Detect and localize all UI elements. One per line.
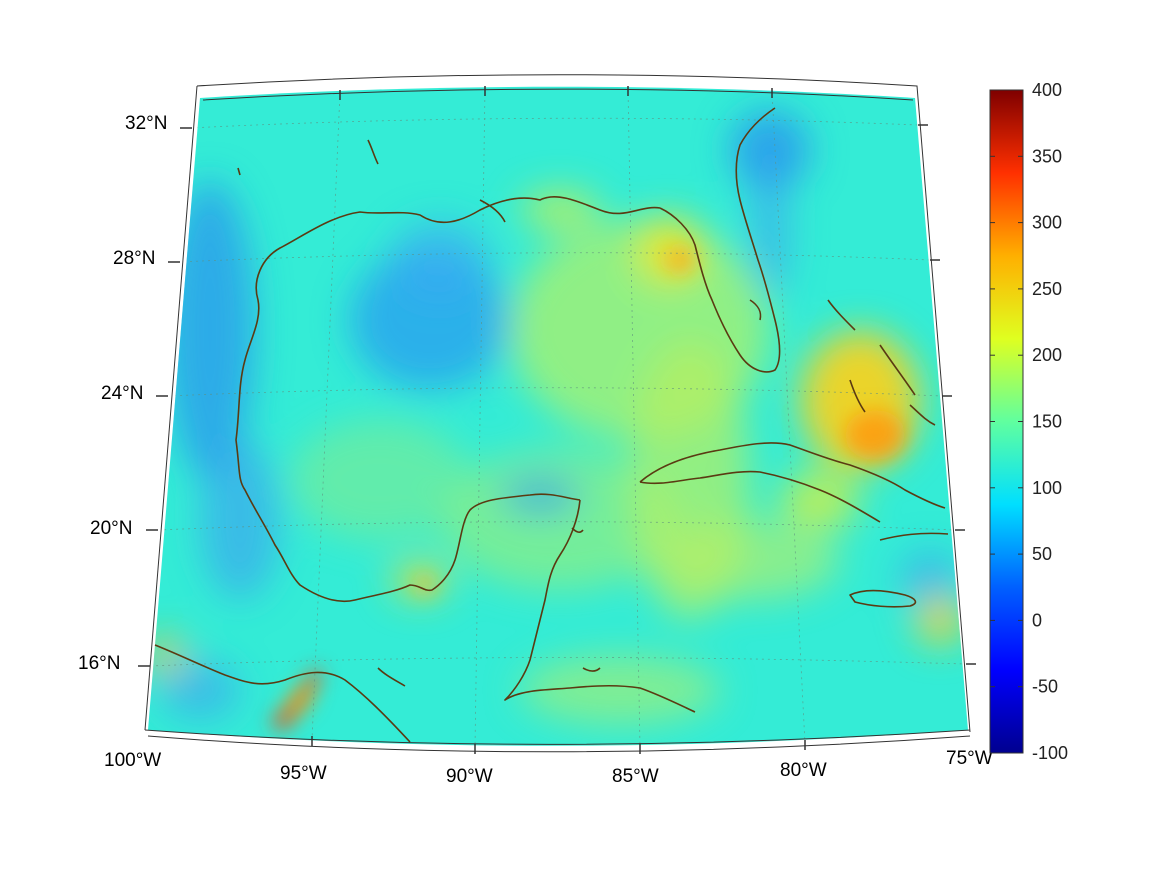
lon-labels: 100°W 95°W 90°W 85°W 80°W 75°W <box>104 748 993 787</box>
lon-label: 90°W <box>446 766 493 787</box>
colorbar-tick-label: 100 <box>1032 478 1062 498</box>
lat-label: 32°N <box>125 113 167 134</box>
colorbar-tick-label: 200 <box>1032 345 1062 365</box>
colorbar-tick-label: -50 <box>1032 677 1058 697</box>
frame-ticks <box>138 86 976 754</box>
data-field <box>148 86 968 746</box>
coastlines <box>154 107 949 743</box>
colorbar-tick-label: 0 <box>1032 610 1042 630</box>
map-frame <box>144 74 971 753</box>
lon-label: 80°W <box>780 760 827 781</box>
graticule <box>149 87 967 746</box>
lon-label: 85°W <box>612 766 659 787</box>
lon-label: 100°W <box>104 750 161 771</box>
colorbar-gradient <box>989 89 1024 754</box>
colorbar: 400 350 300 250 200 150 100 50 0 -50 -100 <box>989 80 1068 763</box>
lat-label: 16°N <box>78 653 120 674</box>
lon-label: 95°W <box>280 763 327 784</box>
lat-label: 20°N <box>90 518 132 539</box>
colorbar-tick-label: 400 <box>1032 80 1062 100</box>
lat-label: 24°N <box>101 383 143 404</box>
lon-label: 75°W <box>946 748 993 769</box>
colorbar-tick-label: -100 <box>1032 743 1068 763</box>
colorbar-tick-label: 250 <box>1032 279 1062 299</box>
lat-labels: 32°N 28°N 24°N 20°N 16°N <box>78 113 167 674</box>
colorbar-tick-label: 350 <box>1032 146 1062 166</box>
colorbar-ticks: 400 350 300 250 200 150 100 50 0 -50 -100 <box>990 80 1068 763</box>
colorbar-tick-label: 300 <box>1032 213 1062 233</box>
lat-label: 28°N <box>113 248 155 269</box>
colorbar-tick-label: 150 <box>1032 412 1062 432</box>
colorbar-tick-label: 50 <box>1032 544 1052 564</box>
